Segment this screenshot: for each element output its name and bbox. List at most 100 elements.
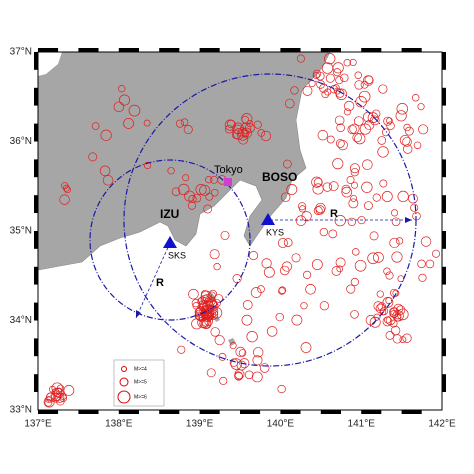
frame-segment [98,48,119,52]
quake [187,201,197,210]
quake [381,128,390,137]
frame-segment [442,248,446,267]
quake [206,368,216,378]
quake [417,103,425,111]
quake [394,314,402,322]
quake [343,108,351,116]
quake [348,198,359,209]
quake [208,289,217,298]
quake [411,93,420,102]
frame-segment [280,48,301,52]
quake [372,193,381,202]
quake [396,308,409,321]
quake [281,261,293,272]
quake [253,347,264,358]
quake [311,176,323,188]
frame-segment [219,48,240,52]
quake [239,358,250,369]
quake [319,227,328,237]
frame-segment [34,338,38,357]
quake [361,181,373,193]
quake [404,126,414,136]
quake [395,237,404,245]
frame-segment [179,410,200,414]
quake [399,336,407,343]
frame-segment [381,48,402,52]
frame-segment [34,159,38,178]
quake [171,187,181,196]
quake [199,302,209,313]
quake [389,237,400,249]
frame-segment [34,231,38,249]
frame-segment [280,410,301,414]
quake [301,211,312,222]
quake [175,119,185,128]
quake [275,312,284,322]
legend-label: M>=4 [134,366,147,372]
frame-segment [34,266,38,285]
frame-segment [442,141,446,160]
frame-segment [442,52,446,70]
quake [45,392,56,403]
quake [182,174,190,182]
quake [214,335,225,346]
quake [328,181,339,192]
frame-segment [240,410,261,414]
quake [313,206,323,216]
frame-segment [421,410,442,414]
place-label: SKS [168,250,186,260]
radius-label: R [330,208,338,220]
frame-segment [442,213,446,231]
quake [61,182,69,190]
frame-segment [34,141,38,160]
quake [364,120,375,131]
quake [362,159,373,170]
lat-label: 35°N [10,226,32,237]
frame-segment [240,48,261,52]
quake [178,183,190,196]
legend-symbol [121,366,127,372]
frame-segment [341,410,362,414]
frame-segment [34,302,38,321]
quake [373,313,381,321]
quake [367,252,379,265]
quake [128,104,141,117]
quake [355,96,367,108]
quake [210,188,219,197]
quake [367,112,379,124]
quake [371,109,381,119]
quake [420,236,432,247]
quake [377,136,387,145]
frame-segment [34,87,38,106]
quake [417,259,426,269]
quake [283,238,293,247]
quake [241,113,253,125]
quake [59,194,70,205]
quake [329,85,338,94]
quake [296,54,305,63]
frame-segment [361,48,382,52]
quake [203,204,213,214]
quake [63,385,75,396]
quake [349,163,360,174]
quake [100,129,112,141]
quake [319,301,329,311]
quake [210,175,219,184]
frame-segment [219,410,240,414]
quake [410,203,419,212]
quake [219,376,228,385]
lon-label: 139°E [186,419,214,430]
quake [364,75,374,85]
quake [261,258,272,269]
quake [230,358,242,370]
quake [54,388,64,399]
quake [350,194,358,202]
quake [313,177,323,187]
quake [351,181,359,189]
quake [229,342,237,350]
quake [235,346,246,357]
lon-label: 142°E [428,419,456,430]
quake [278,286,287,294]
frame-segment [442,338,446,357]
